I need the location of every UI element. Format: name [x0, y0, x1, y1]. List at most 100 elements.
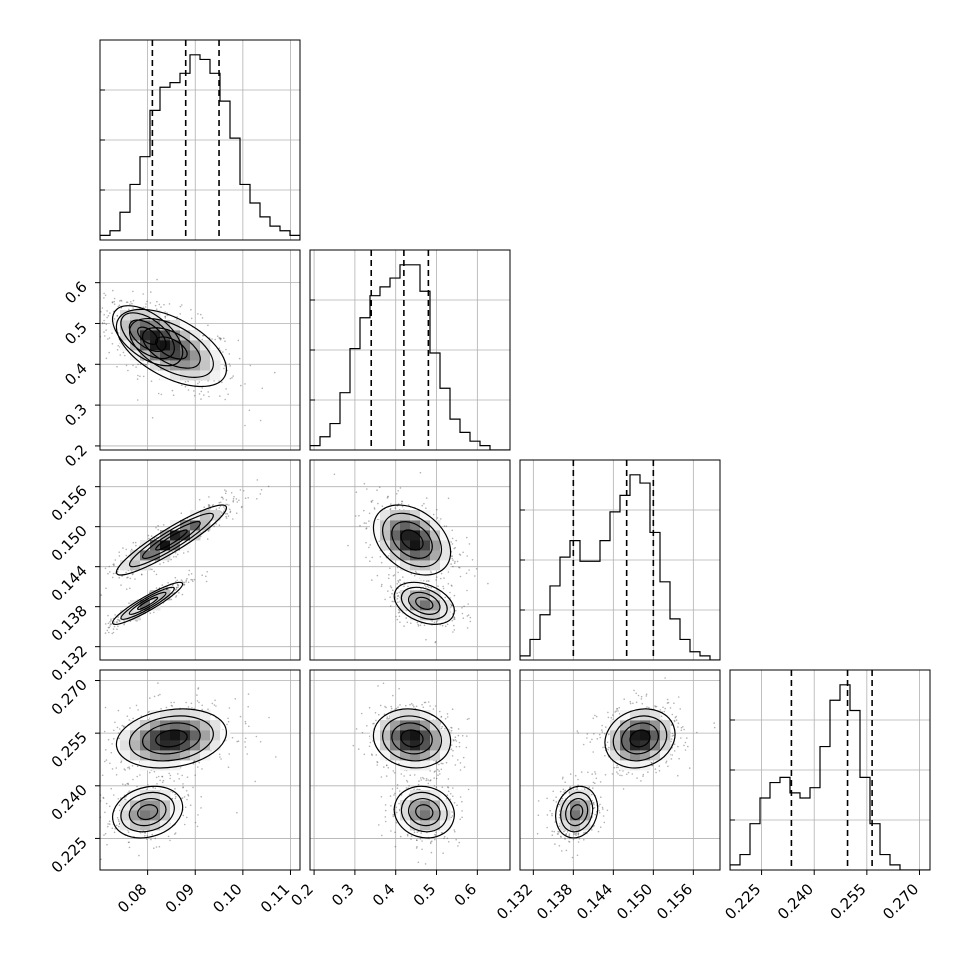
sample-point: [397, 580, 399, 582]
sample-point: [142, 306, 145, 309]
sample-point: [466, 536, 468, 539]
sample-point: [205, 575, 207, 578]
sample-point: [393, 600, 395, 603]
sample-point: [114, 614, 116, 616]
density-cell: [190, 750, 201, 761]
sample-point: [357, 748, 360, 750]
contour-line: [137, 596, 159, 610]
sample-point: [151, 568, 153, 571]
sample-point: [177, 584, 180, 586]
sample-point: [203, 394, 205, 396]
density-cell: [420, 540, 431, 551]
sample-point: [145, 363, 148, 366]
sample-point: [361, 731, 364, 734]
sample-point: [172, 394, 175, 397]
sample-point: [451, 555, 453, 557]
sample-point: [118, 551, 120, 553]
sample-point: [423, 502, 425, 505]
sample-point: [208, 496, 210, 498]
density-cell: [210, 360, 221, 371]
sample-point: [413, 831, 416, 834]
sample-point: [196, 694, 198, 696]
sample-point: [112, 572, 115, 575]
sample-point: [370, 501, 373, 503]
sample-point: [98, 338, 100, 340]
sample-point: [389, 585, 392, 587]
sample-point: [116, 349, 119, 351]
sample-point: [105, 749, 107, 751]
sample-point: [240, 506, 243, 509]
sample-point: [117, 819, 120, 821]
sample-point: [117, 616, 119, 618]
sample-point: [384, 705, 386, 708]
sample-point: [363, 482, 366, 485]
sample-point: [244, 746, 247, 748]
sample-point: [417, 625, 420, 627]
sample-point: [391, 600, 394, 603]
sample-point: [455, 745, 458, 748]
sample-point: [173, 701, 175, 704]
density-cell: [140, 720, 151, 731]
sample-point: [451, 755, 454, 757]
sample-point: [123, 725, 125, 727]
sample-point: [172, 791, 174, 794]
sample-point: [372, 723, 374, 725]
sample-point: [434, 770, 437, 772]
sample-point: [115, 774, 118, 776]
density-cell: [120, 320, 131, 331]
sample-point: [374, 712, 377, 714]
sample-point: [455, 740, 458, 742]
sample-point: [451, 585, 453, 587]
sample-point: [229, 508, 231, 511]
density-cell: [190, 340, 201, 351]
sample-point: [200, 795, 202, 798]
sample-point: [190, 702, 193, 705]
sample-point: [89, 834, 91, 836]
sample-point: [170, 558, 172, 561]
sample-point: [419, 837, 422, 840]
sample-point: [429, 779, 431, 782]
sample-point: [181, 580, 184, 583]
sample-point: [227, 717, 229, 720]
sample-point: [247, 705, 249, 708]
density-cell: [430, 750, 441, 761]
sample-point: [255, 498, 258, 500]
density-cell: [410, 540, 421, 551]
sample-point: [197, 687, 200, 689]
sample-point: [453, 616, 455, 618]
density-cell: [440, 550, 451, 561]
sample-point: [92, 293, 94, 295]
sample-point: [446, 716, 449, 718]
sample-point: [395, 806, 397, 809]
density-cell: [220, 730, 231, 741]
sample-point: [112, 289, 114, 292]
sample-point: [126, 783, 128, 785]
sample-point: [108, 631, 110, 634]
contour-line: [372, 504, 452, 576]
sample-point: [107, 572, 109, 575]
sample-point: [177, 584, 179, 587]
sample-point: [196, 700, 199, 702]
density-cell: [420, 590, 431, 601]
sample-point: [454, 736, 457, 738]
sample-point: [171, 584, 174, 586]
density-cell: [430, 520, 441, 531]
sample-point: [153, 570, 155, 573]
sample-point: [466, 735, 468, 737]
sample-point: [198, 381, 201, 383]
sample-point: [405, 617, 408, 619]
sample-point: [366, 488, 368, 490]
sample-point: [92, 587, 94, 589]
contour-line: [120, 312, 175, 360]
density-cell: [410, 760, 421, 771]
density-cell: [410, 810, 421, 821]
sample-point: [120, 761, 122, 764]
sample-point: [111, 576, 114, 579]
sample-point: [435, 777, 438, 780]
sample-point: [452, 739, 455, 741]
density-cell: [410, 550, 421, 561]
density-cell: [150, 790, 161, 801]
sample-point: [380, 585, 383, 588]
sample-point: [118, 820, 120, 823]
